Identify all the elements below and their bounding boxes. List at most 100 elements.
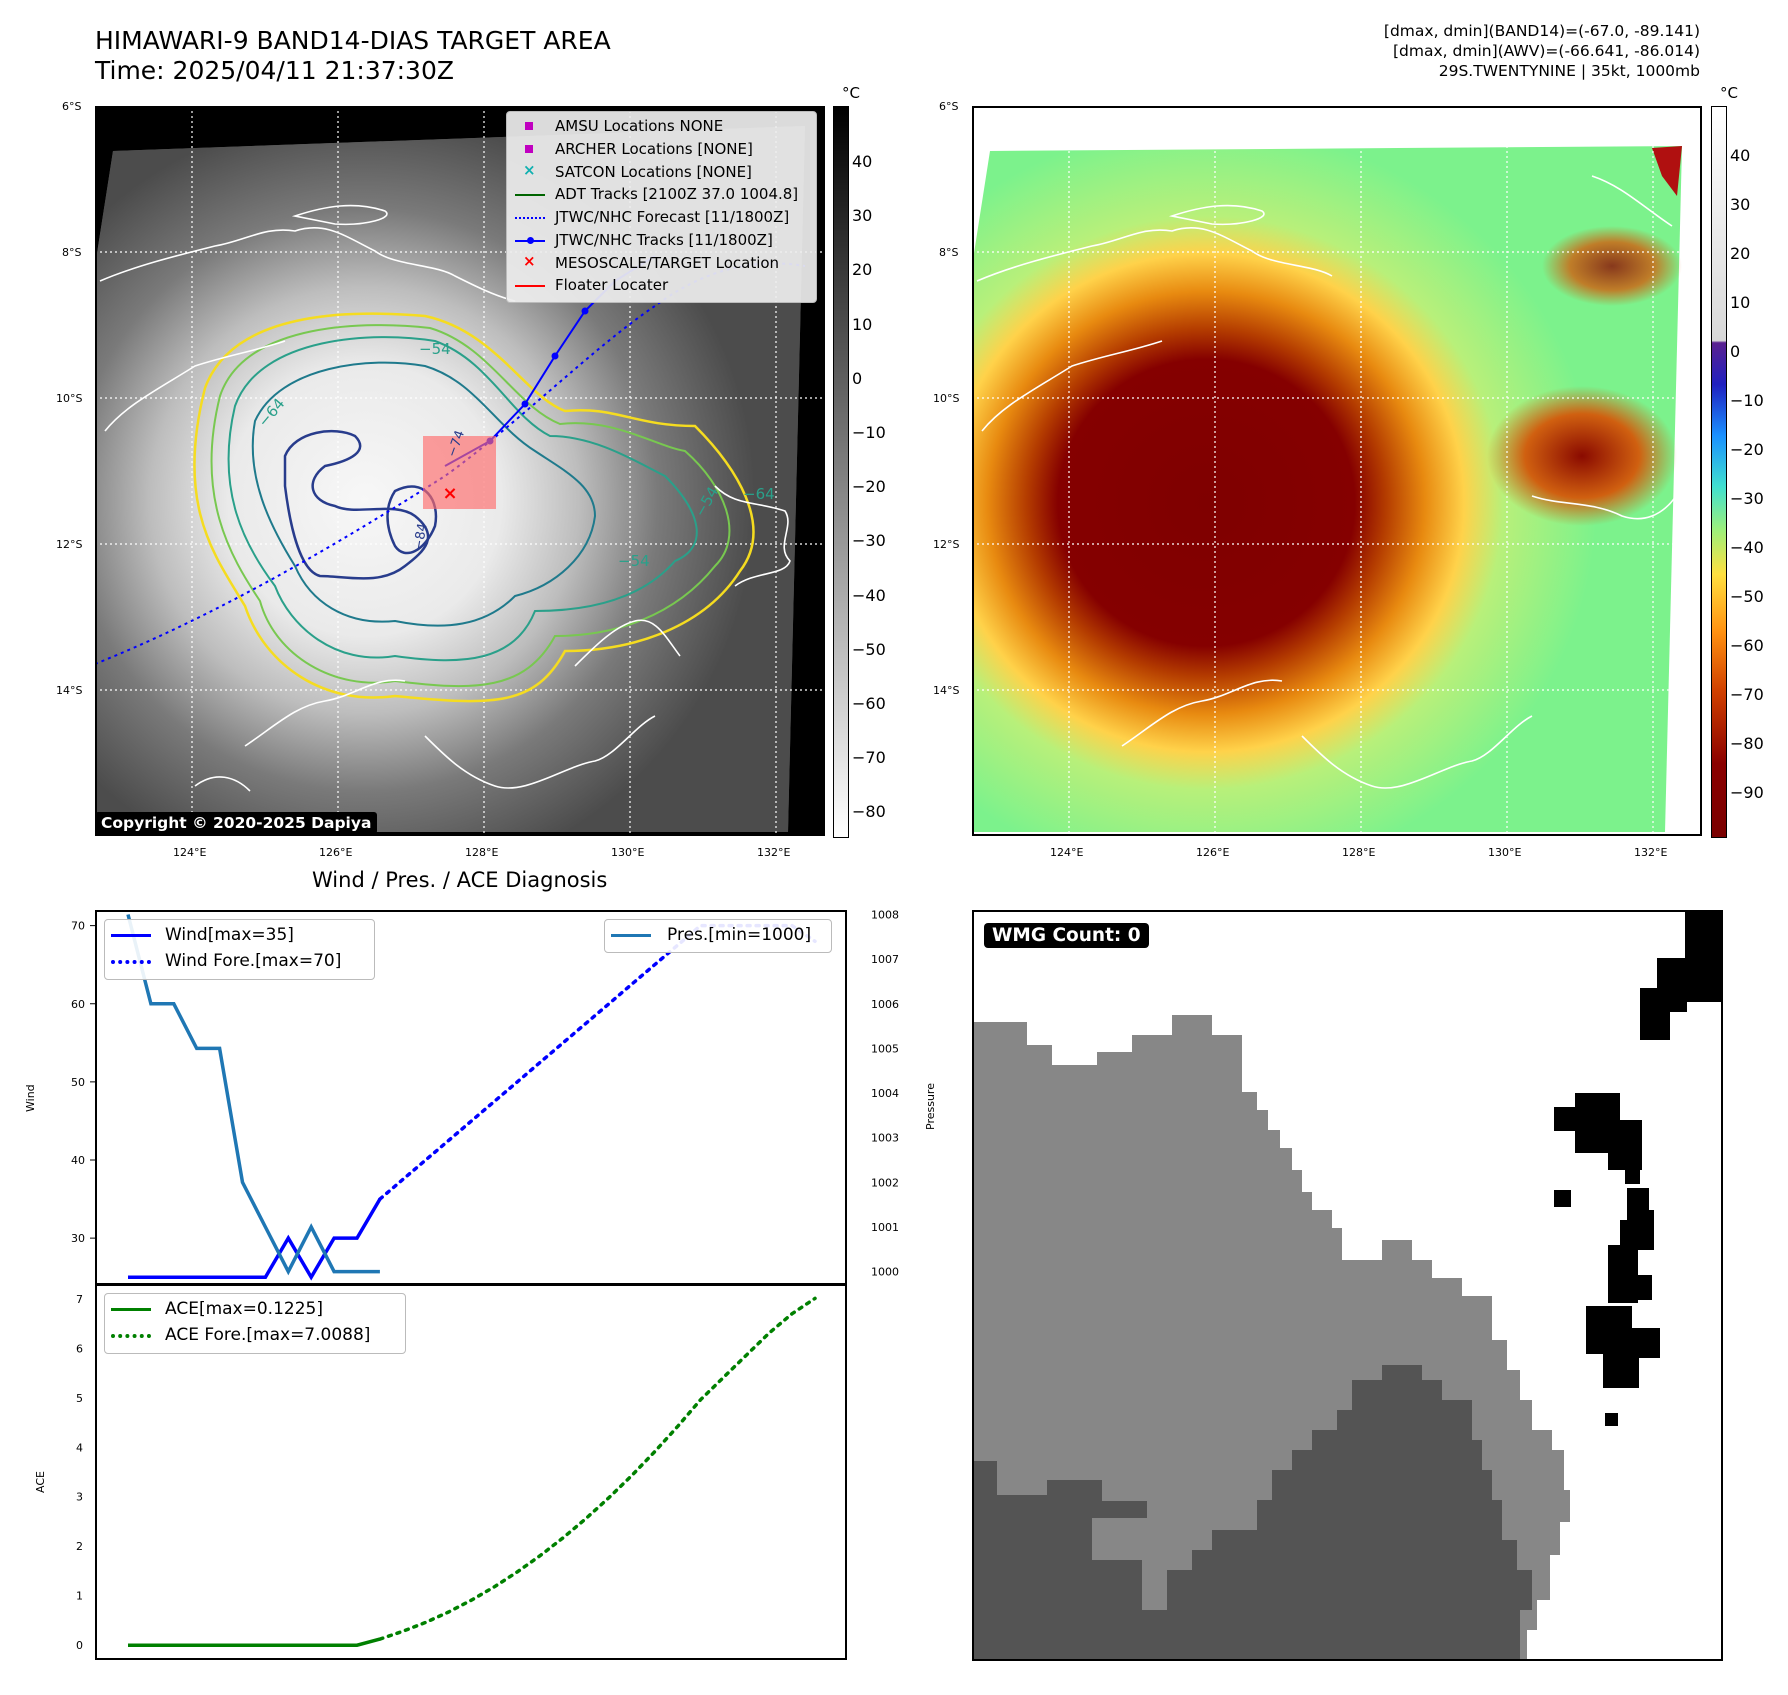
- awv-colorbar-ticks: 40 30 20 10 0 −10 −20 −30 −40 −50 −60 −70 −80 −90: [1730, 106, 1785, 836]
- pressure-tick-label: 1000: [871, 1266, 899, 1279]
- chart-time: Time: 2025/04/11 21:37:30Z: [95, 56, 454, 85]
- awv-colorbar: [1711, 106, 1727, 838]
- lat-tick: 14°S: [933, 684, 960, 697]
- lon-tick: 132°E: [1634, 846, 1668, 859]
- series-line-0: [128, 1198, 382, 1281]
- colorbar-tick: 20: [1730, 244, 1751, 263]
- wmg-panel: WMG Count: 0: [972, 910, 1723, 1661]
- lon-tick: 126°E: [1196, 846, 1230, 859]
- x-marker-icon: ×: [523, 252, 536, 270]
- colorbar-tick: −90: [1730, 783, 1764, 802]
- awv-map-panel: [972, 106, 1702, 836]
- lon-tick: 124°E: [173, 846, 207, 859]
- colorbar-tick: 10: [852, 314, 873, 334]
- ace-tick-label: 5: [76, 1392, 83, 1405]
- ace-tick-label: 4: [76, 1441, 83, 1454]
- lat-tick: 6°S: [62, 100, 82, 113]
- pressure-tick-label: 1005: [871, 1042, 899, 1055]
- wind-tick-label: 60: [71, 998, 85, 1011]
- lat-tick: 12°S: [933, 538, 960, 551]
- colorbar-tick: −10: [1730, 391, 1764, 410]
- colorbar-tick: −70: [852, 748, 886, 768]
- pressure-legend: Pres.[min=1000]: [604, 919, 832, 953]
- chart-title: HIMAWARI-9 BAND14-DIAS TARGET AREA: [95, 26, 611, 55]
- colorbar-tick: −10: [852, 423, 886, 442]
- lat-tick: 10°S: [56, 392, 83, 405]
- colorbar-tick: −50: [1730, 587, 1764, 606]
- pressure-tick-label: 1008: [871, 908, 899, 921]
- colorbar-tick: 40: [852, 152, 873, 171]
- pressure-tick-label: 1003: [871, 1132, 899, 1145]
- pressure-tick-label: 1006: [871, 998, 899, 1011]
- contour-label: −64: [743, 485, 775, 503]
- lat-tick: 10°S: [933, 392, 960, 405]
- colorbar-tick: 40: [1730, 146, 1751, 165]
- colorbar-tick: −40: [852, 585, 886, 605]
- pressure-axis-label: Pressure: [924, 1083, 937, 1130]
- lon-tick: 124°E: [1050, 846, 1084, 859]
- contour-label: −54: [618, 552, 650, 570]
- wmg-map: [972, 910, 1723, 1661]
- colorbar-unit: °C: [842, 84, 860, 102]
- ace-tick-label: 7: [76, 1293, 83, 1306]
- colorbar-unit: °C: [1720, 84, 1738, 102]
- info-band14: [dmax, dmin](BAND14)=(-67.0, -89.141): [1383, 22, 1700, 40]
- square-marker-icon: [525, 122, 533, 130]
- square-marker-icon: [525, 145, 533, 153]
- dotted-line-icon: [515, 217, 545, 219]
- line-marker-icon: [515, 194, 545, 196]
- dotted-line-icon: [111, 1334, 151, 1338]
- colorbar-tick: −60: [1730, 636, 1764, 655]
- ir-map-panel: × −54 −64 −54 −64 −54 −74 −84 Copyright …: [94, 106, 825, 836]
- lat-tick: 8°S: [62, 246, 82, 259]
- colorbar-tick: −60: [852, 694, 886, 713]
- diagnosis-title: Wind / Pres. / ACE Diagnosis: [312, 868, 608, 892]
- lon-tick: 130°E: [611, 846, 645, 859]
- ace-axis-label: ACE: [34, 1471, 47, 1493]
- ace-tick-label: 6: [76, 1342, 83, 1355]
- ace-series-line-0: [128, 1637, 381, 1647]
- wind-tick-label: 30: [71, 1232, 85, 1245]
- series-line-2: [126, 914, 380, 1276]
- lat-tick: 14°S: [56, 684, 83, 697]
- solid-line-icon: [111, 934, 151, 937]
- lat-tick: 12°S: [56, 538, 83, 551]
- ace-tick-label: 0: [76, 1639, 83, 1652]
- colorbar-tick: −80: [1730, 734, 1764, 753]
- wind-tick-label: 40: [71, 1154, 85, 1167]
- colorbar-tick: −80: [852, 802, 886, 822]
- wind-legend: Wind[max=35] Wind Fore.[max=70]: [104, 919, 375, 980]
- awv-map: [972, 106, 1702, 836]
- map-legend: AMSU Locations NONE ARCHER Locations [NO…: [506, 111, 817, 303]
- lon-tick: 126°E: [319, 846, 353, 859]
- ir-colorbar: [833, 106, 849, 838]
- pressure-tick-label: 1002: [871, 1176, 899, 1189]
- wind-tick-label: 70: [71, 920, 85, 933]
- ace-legend: ACE[max=0.1225] ACE Fore.[max=7.0088]: [104, 1293, 406, 1354]
- ace-tick-label: 2: [76, 1540, 83, 1553]
- wind-tick-label: 50: [71, 1076, 85, 1089]
- ace-tick-label: 1: [76, 1590, 83, 1603]
- colorbar-tick: 30: [852, 206, 873, 226]
- colorbar-tick: 0: [1730, 342, 1741, 361]
- lon-tick: 128°E: [1342, 846, 1376, 859]
- lon-tick: 130°E: [1488, 846, 1522, 859]
- ace-series-line-1: [378, 1296, 817, 1641]
- colorbar-tick: 20: [852, 260, 873, 280]
- colorbar-tick: −20: [1730, 440, 1764, 459]
- colorbar-tick: −20: [852, 477, 886, 497]
- solid-line-icon: [111, 1308, 151, 1311]
- solid-line-icon: [611, 934, 651, 937]
- line-marker-icon: [515, 285, 545, 287]
- lon-tick: 128°E: [465, 846, 499, 859]
- ir-colorbar-ticks: 40 30 20 10 0 −10 −20 −30 −40 −50 −60 −70 −80: [852, 106, 912, 836]
- colorbar-tick: −40: [1730, 538, 1764, 557]
- colorbar-tick: −50: [852, 639, 886, 659]
- svg-text:×: ×: [442, 483, 457, 504]
- ace-tick-label: 3: [76, 1491, 83, 1504]
- x-marker-icon: ×: [523, 161, 536, 179]
- copyright-badge: Copyright © 2020-2025 Dapiya: [95, 812, 378, 834]
- colorbar-tick: −30: [852, 531, 886, 551]
- colorbar-tick: 0: [852, 368, 863, 388]
- colorbar-tick: 30: [1730, 195, 1751, 214]
